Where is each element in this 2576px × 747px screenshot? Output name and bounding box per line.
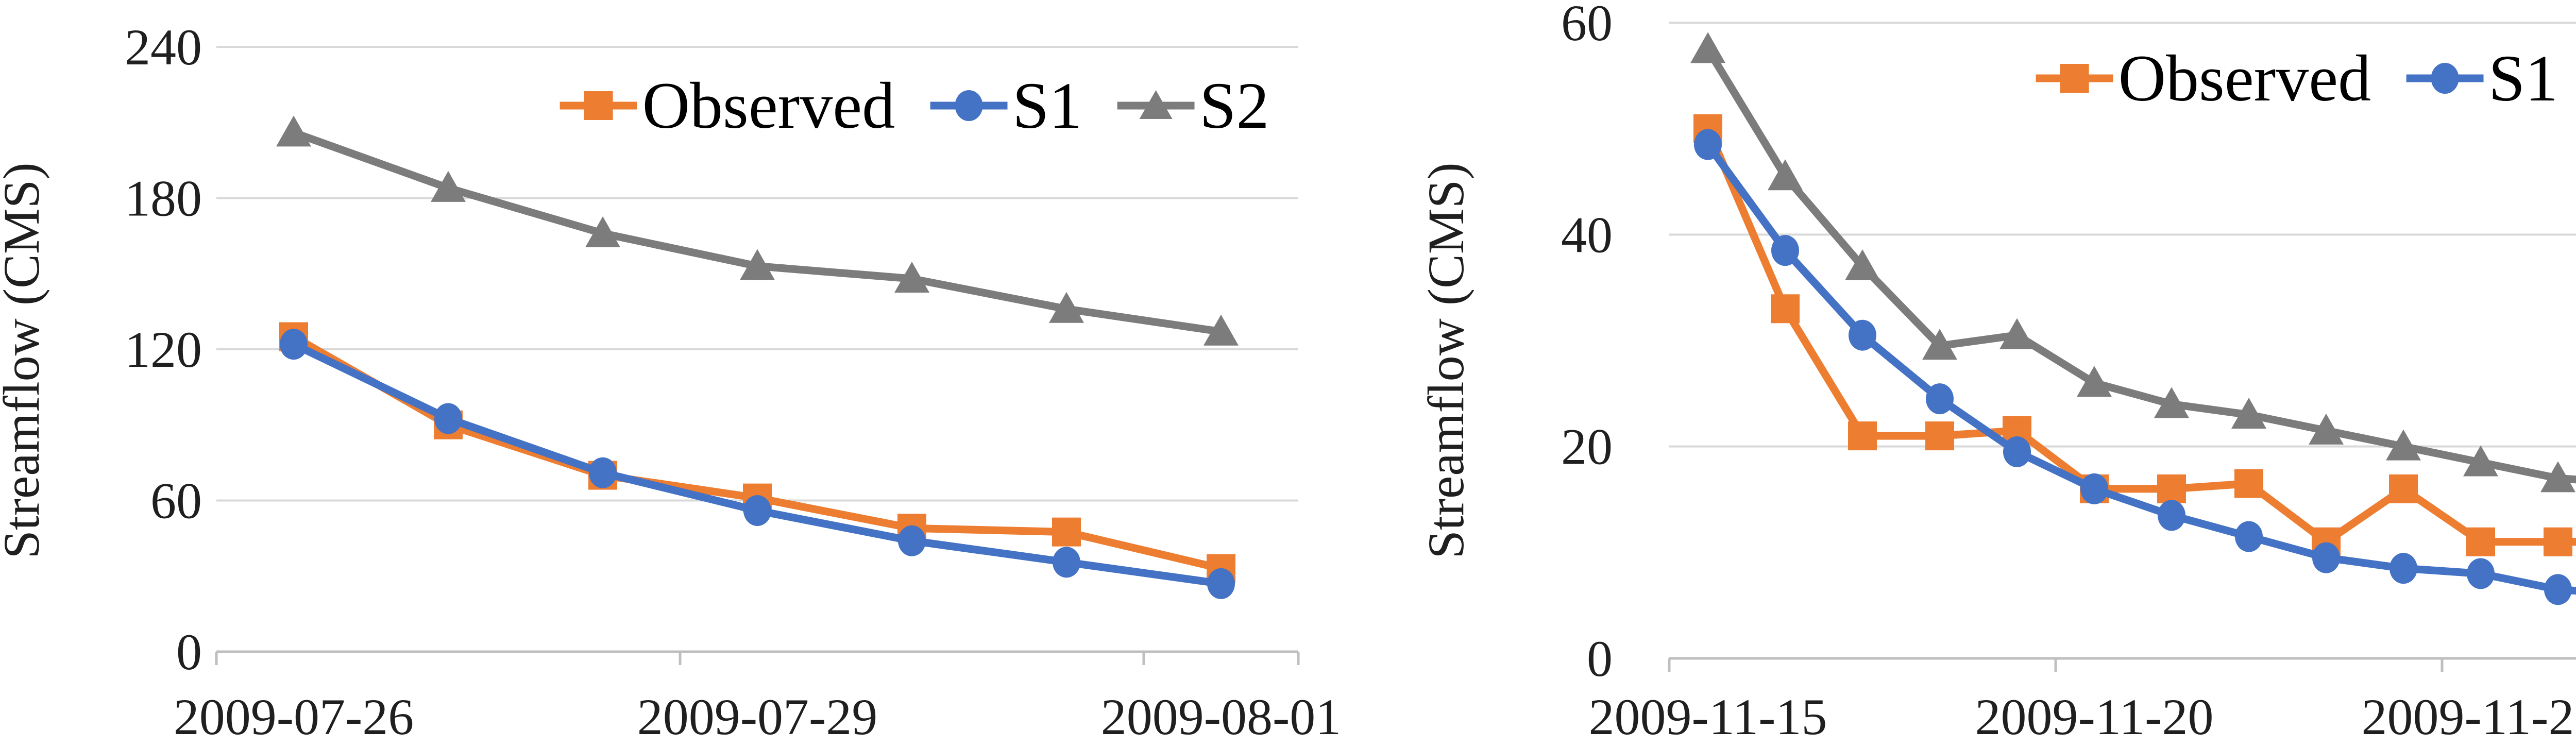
chart-1-y-tick-label-40: 40 <box>1561 206 1613 263</box>
chart-1-s2-point-4-triangle-marker <box>1999 318 2035 349</box>
chart-0-y-tick-label-180: 180 <box>125 170 202 227</box>
chart-1-s2-point-8-triangle-marker <box>2309 413 2344 445</box>
chart-1-s1-point-3-circle-marker <box>1926 383 1954 415</box>
chart-1-observed-point-6-square-marker <box>2157 474 2186 503</box>
chart-0-series-line-s2 <box>290 128 1225 336</box>
chart-1-s2-point-7-triangle-marker <box>2231 397 2266 429</box>
chart-0-s1-point-1-circle-marker <box>434 403 462 434</box>
chart-0-legend-label-s1: S1 <box>1012 69 1082 142</box>
chart-1-s2-point-1-triangle-marker <box>1768 159 1803 191</box>
chart-1-y-tick-label-0: 0 <box>1587 630 1613 687</box>
chart-0-y-tick-label-240: 240 <box>125 19 202 76</box>
chart-0-s2-point-2-triangle-marker <box>585 216 620 247</box>
chart-1-s1-point-1-circle-marker <box>1771 235 1799 266</box>
chart-0-s2-point-1-triangle-marker <box>431 171 466 202</box>
chart-0-s2-point-3-triangle-marker <box>740 249 775 280</box>
square-legend-marker-icon <box>560 91 637 120</box>
chart-1-s1-point-0-circle-marker <box>1694 129 1722 160</box>
chart-0-y-axis-title: Streamflow (CMS) <box>0 162 50 558</box>
chart-0-legend-item-s2: S2 <box>1117 73 1269 139</box>
chart-1-series-line-observed <box>1704 125 2576 546</box>
chart-1-s2-point-9-triangle-marker <box>2386 429 2421 461</box>
chart-0-s1-point-6-circle-marker <box>1207 568 1235 599</box>
chart-0-series-line-s1 <box>290 340 1225 588</box>
chart-1-s1-point-9-circle-marker <box>2389 553 2417 584</box>
chart-1-x-tick-label-2009-11-20: 2009-11-20 <box>1975 688 2214 745</box>
chart-0-s1-point-3-circle-marker <box>743 495 771 527</box>
chart-0-legend-item-observed: Observed <box>560 73 895 139</box>
chart-1-x-tick-label-2009-11-15: 2009-11-15 <box>1589 688 1827 745</box>
chart-1-legend-item-s1: S1 <box>2406 45 2558 111</box>
chart-1-s2-point-0-triangle-marker <box>1690 32 1725 63</box>
chart-1-s1-point-8-circle-marker <box>2312 542 2340 573</box>
chart-left-legend: Observed S1 S2 <box>560 73 1269 139</box>
chart-1-observed-point-3-square-marker <box>1925 421 1954 451</box>
chart-0-s2-point-6-triangle-marker <box>1204 314 1239 346</box>
chart-1-s2-point-2-triangle-marker <box>1845 249 1880 281</box>
chart-0-series-line-observed <box>290 333 1225 573</box>
chart-0-x-tick-label-2009-07-29: 2009-07-29 <box>637 688 878 745</box>
circle-legend-marker-icon <box>2406 63 2484 94</box>
chart-1-s2-point-11-triangle-marker <box>2540 461 2575 493</box>
chart-1-s1-point-4-circle-marker <box>2003 436 2031 467</box>
chart-1-y-axis-title: Streamflow (CMS) <box>1417 162 1475 558</box>
chart-0-legend-label-s2: S2 <box>1199 69 1269 142</box>
chart-0-s1-point-0-circle-marker <box>280 329 308 360</box>
chart-1-series-line-s1 <box>1704 141 2576 595</box>
chart-0-y-tick-label-120: 120 <box>125 321 202 378</box>
chart-1-s2-point-10-triangle-marker <box>2463 445 2498 477</box>
chart-1-observed-point-1-square-marker <box>1771 294 1800 324</box>
chart-0-s2-point-0-triangle-marker <box>276 115 311 147</box>
chart-0-s1-point-4-circle-marker <box>898 525 926 556</box>
chart-0-observed-point-5-square-marker <box>1052 517 1081 547</box>
chart-1-s2-point-6-triangle-marker <box>2154 387 2189 418</box>
triangle-legend-marker-icon <box>1117 90 1195 119</box>
chart-1-s1-point-10-circle-marker <box>2467 558 2495 589</box>
chart-1-s1-point-2-circle-marker <box>1849 319 1876 351</box>
chart-1-s1-point-6-circle-marker <box>2158 500 2185 531</box>
chart-1-observed-point-9-square-marker <box>2389 474 2418 503</box>
circle-legend-marker-icon <box>930 90 1008 121</box>
chart-0-x-tick-label-2009-08-01: 2009-08-01 <box>1101 688 1342 745</box>
chart-0-y-tick-label-0: 0 <box>176 623 202 681</box>
chart-0-legend-item-s1: S1 <box>930 73 1082 139</box>
chart-1-observed-point-7-square-marker <box>2234 469 2263 498</box>
chart-0-s2-point-4-triangle-marker <box>894 262 929 293</box>
chart-0-y-tick-label-60: 60 <box>150 472 202 530</box>
chart-1-legend-label-s1: S1 <box>2488 42 2558 115</box>
chart-0-legend-label-observed: Observed <box>642 69 895 142</box>
chart-1-s2-point-3-triangle-marker <box>1922 329 1957 360</box>
square-legend-marker-icon <box>2036 64 2113 93</box>
chart-0-s1-point-5-circle-marker <box>1053 547 1080 578</box>
chart-1-s1-point-11-circle-marker <box>2544 574 2572 605</box>
chart-1-legend-item-observed: Observed <box>2036 45 2371 111</box>
chart-1-observed-point-2-square-marker <box>1848 421 1877 451</box>
chart-1-x-tick-label-2009-11-25: 2009-11-25 <box>2362 688 2576 745</box>
chart-1-s2-point-5-triangle-marker <box>2077 366 2112 397</box>
chart-1-legend-label-observed: Observed <box>2118 42 2371 115</box>
chart-0-s1-point-2-circle-marker <box>589 457 617 488</box>
chart-1-s1-point-7-circle-marker <box>2235 521 2263 552</box>
chart-1-observed-point-10-square-marker <box>2466 527 2495 556</box>
chart-0-x-tick-label-2009-07-26: 2009-07-26 <box>174 688 414 745</box>
chart-0-s2-point-5-triangle-marker <box>1049 292 1084 323</box>
chart-1-y-tick-label-60: 60 <box>1561 0 1613 52</box>
chart-1-observed-point-11-square-marker <box>2544 527 2572 556</box>
chart-1-y-tick-label-20: 20 <box>1561 418 1613 476</box>
chart-1-s1-point-5-circle-marker <box>2080 473 2108 504</box>
